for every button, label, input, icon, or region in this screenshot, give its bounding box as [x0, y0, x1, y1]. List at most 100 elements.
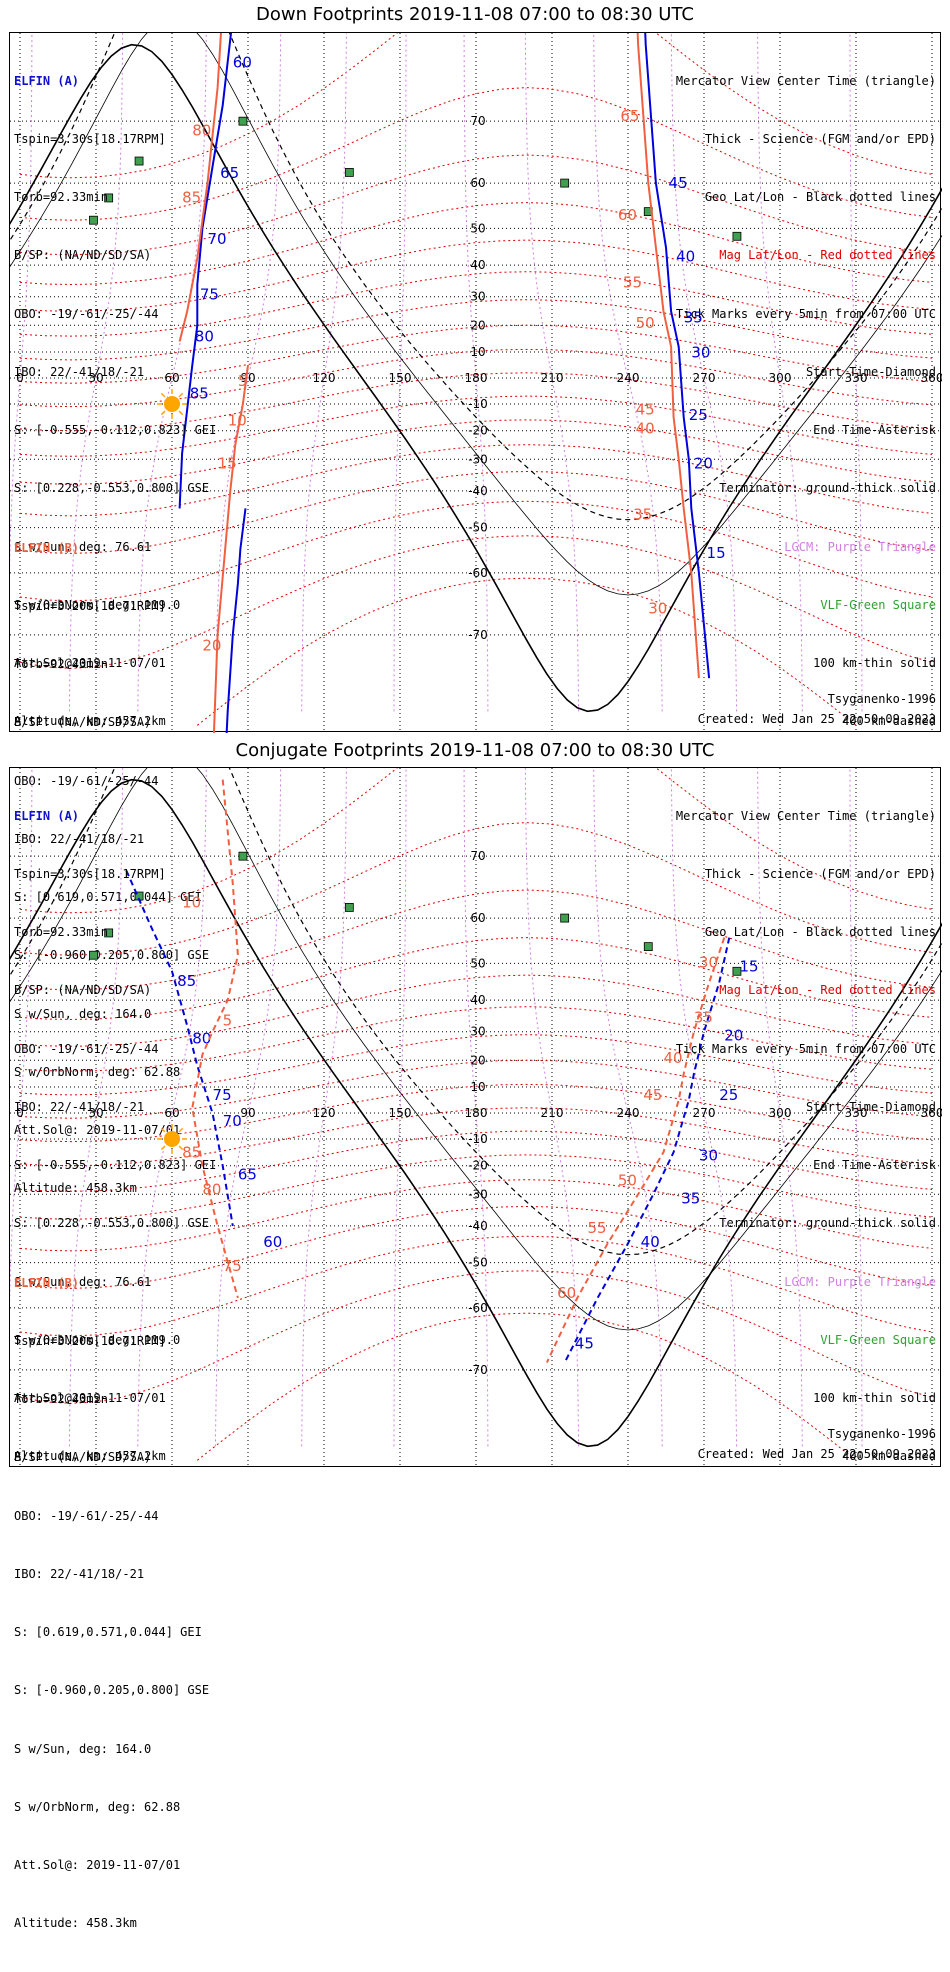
track-tick-label: 70 [223, 1112, 242, 1130]
legend-item: VLF-Green Square [820, 597, 936, 612]
sun-ray [178, 410, 184, 416]
mag-lat-gridline [19, 419, 933, 485]
mag-lon-gridline [593, 33, 663, 712]
lon-tick-label: 90 [240, 371, 255, 385]
track-tick-label: 40 [636, 420, 655, 438]
track-tick-label: 60 [618, 206, 637, 224]
lat-tick-label: 50 [470, 956, 485, 970]
lat-tick-label: 40 [470, 993, 485, 1007]
track-tick-label: 15 [707, 544, 726, 562]
elfin-a-line: Tspin=3.30s[18.17RPM] [14, 132, 166, 147]
track-tick-label: 35 [681, 1189, 700, 1207]
lat-tick-label: -10 [468, 397, 488, 411]
mag-lon-gridline [10, 768, 33, 1309]
lat-tick-label: 60 [470, 911, 485, 925]
elfin-a-line: IBO: 22/-41/18/-21 [14, 364, 145, 379]
mag-lat-gridline [19, 1179, 933, 1252]
legend-item: Geo Lat/Lon - Black dotted lines [704, 925, 936, 940]
track-tick-label: 45 [636, 401, 655, 419]
elfin-a-header: ELFIN (A) [14, 808, 80, 823]
legend-item: 400 km-dashed [842, 714, 936, 729]
legend-item: Tick Marks every 5min from 07:00 UTC [675, 1041, 936, 1056]
legend-item: LGCM: Purple Triangle [784, 1274, 936, 1289]
lon-tick-label: 300 [769, 1106, 792, 1120]
legend: Mercator View Center Time (triangle) Thi… [676, 33, 936, 770]
track-tick-label: 5 [238, 372, 248, 390]
mag-lon-gridline [463, 33, 489, 712]
vlf-station-marker [104, 193, 114, 203]
elfin-b-line: Att.Sol@: 2019-11-07/01 [14, 1123, 181, 1137]
legend-item: 100 km-thin solid [813, 656, 936, 670]
track-tick-label: 15 [739, 957, 758, 975]
lon-tick-label: 0 [16, 371, 24, 385]
mag-lat-gridline [19, 299, 933, 361]
track-tick-label: 60 [233, 54, 252, 72]
track-tick-label: 25 [719, 1086, 738, 1104]
mag-lat-gridline [19, 1130, 933, 1192]
info-elfin-b: ELFIN (B) Tspin=3.20s[18.71RPM] Torb=92.… [14, 500, 209, 1237]
track-b-east [545, 937, 726, 1363]
track-tick-label: 60 [557, 1284, 576, 1302]
elfin-a-line: S: [-0.555,-0.112,0.823] GEI [14, 1158, 217, 1173]
lon-tick-label: 90 [240, 1106, 255, 1120]
legend-item: End Time-Asterisk [813, 1158, 936, 1173]
elfin-b-line: Tspin=3.20s[18.71RPM] [14, 599, 166, 614]
lat-tick-label: -60 [468, 1301, 488, 1315]
track-b-west [191, 779, 239, 1299]
footer-model: Tsyganenko-1996 [827, 1426, 936, 1441]
elfin-a-line: Att.Sol@2019-11-07/01 [14, 656, 166, 670]
elfin-a-line: S w/OrbNorm, deg: 119.0 [14, 597, 181, 612]
lat-tick-label: -40 [468, 1219, 488, 1233]
mag-lon-gridline [849, 768, 863, 1447]
mag-lat-gridline [19, 535, 933, 669]
mag-lat-gridline [196, 577, 857, 726]
terminator-100km [10, 33, 942, 596]
elfin-b-line: S w/OrbNorm, deg: 62.88 [14, 1064, 181, 1079]
lon-tick-label: 30 [88, 371, 103, 385]
legend-item: Tick Marks every 5min from 07:00 UTC [675, 306, 936, 321]
mag-lat-gridline [19, 444, 933, 517]
legend-item: VLF-Green Square [820, 1332, 936, 1347]
track-tick-label: 80 [195, 327, 214, 345]
lat-tick-label: 20 [470, 318, 485, 332]
mag-lon-gridline [214, 33, 282, 712]
track-tick-label: 55 [623, 274, 642, 292]
elfin-a-line: Torb=92.33min [14, 190, 108, 205]
elfin-b-line: S: [0.619,0.571,0.044] GEI [14, 1625, 202, 1640]
lat-tick-label: -20 [468, 1159, 488, 1173]
elfin-b-line: Torb=92.43min [14, 657, 108, 672]
lat-tick-label: -30 [468, 452, 488, 466]
elfin-a-line: OBO: -19/-61/-25/-44 [14, 1041, 159, 1056]
elfin-b-line: S: [-0.960,0.205,0.800] GSE [14, 948, 210, 963]
track-tick-label: 55 [587, 1219, 606, 1237]
track-tick-label: 85 [190, 385, 209, 403]
lat-tick-label: -20 [468, 424, 488, 438]
lon-tick-label: 300 [769, 371, 792, 385]
lat-tick-label: -70 [468, 628, 488, 642]
elfin-a-line: S w/Sun, deg: 76.61 [14, 539, 152, 554]
track-tick-label: 85 [182, 1144, 201, 1162]
lat-tick-label: 60 [470, 176, 485, 190]
mag-lat-gridline [19, 768, 933, 914]
vlf-station-marker [238, 851, 248, 861]
track-tick-label: 60 [263, 1233, 282, 1251]
track-tick-label: 85 [177, 972, 196, 990]
lon-tick-label: 120 [313, 1106, 336, 1120]
lon-tick-label: 180 [465, 371, 488, 385]
vlf-station-marker [89, 950, 98, 960]
legend-item: Thick - Science (FGM and/or EPD) [704, 867, 936, 882]
track-tick-label: 40 [641, 1233, 660, 1251]
mag-lat-gridline [19, 33, 933, 179]
mag-lat-gridline [19, 348, 933, 408]
vlf-station-marker [560, 913, 570, 923]
lon-tick-label: 150 [389, 371, 412, 385]
legend: Mercator View Center Time (triangle) Thi… [676, 768, 936, 1505]
footer-created: Created: Wed Jan 25 22:50:09 2023 [697, 1446, 936, 1461]
mag-lat-gridline [19, 372, 933, 432]
track-tick-label: 20 [724, 1027, 743, 1045]
lon-tick-label: 330 [845, 1106, 868, 1120]
legend-item: Mag Lat/Lon - Red dotted lines [719, 983, 936, 998]
sun-disc [164, 1130, 180, 1147]
elfin-a-line: B/SP: (NA/ND/SD/SA) [14, 248, 152, 263]
track-tick-label: 20 [694, 454, 713, 472]
